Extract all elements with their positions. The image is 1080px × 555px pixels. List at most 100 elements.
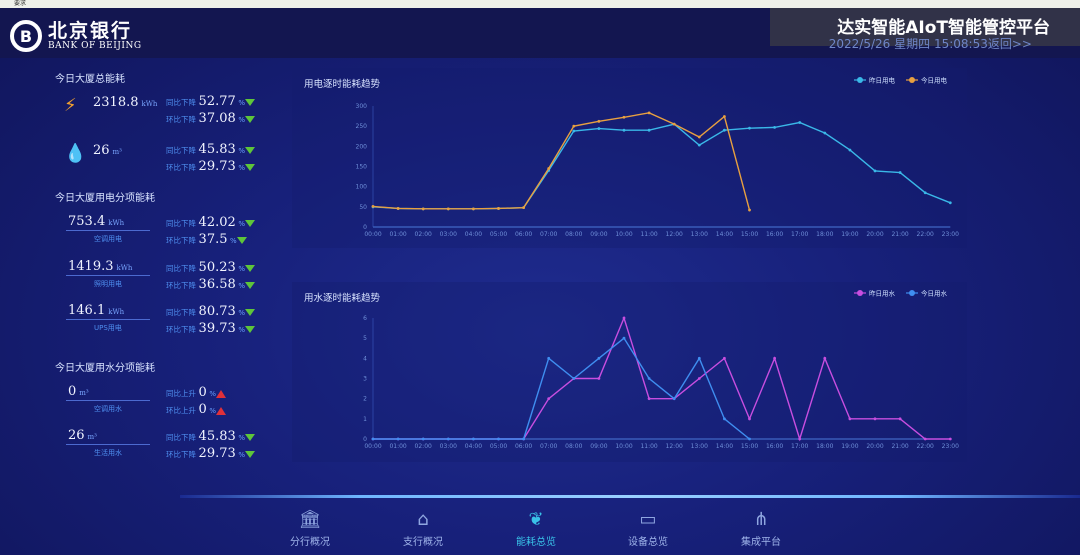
x-tick-label: 01:00	[389, 231, 406, 238]
water-item-name: 空调用水	[66, 400, 150, 414]
x-tick-label: 06:00	[515, 231, 532, 238]
mom-label: 环比下降	[166, 281, 196, 290]
yoy-stat: 同比下降 45.83 %	[166, 142, 255, 157]
x-tick-label: 10:00	[615, 231, 632, 238]
mom-value: 37.5	[198, 232, 228, 247]
back-link[interactable]: 返回>>	[987, 37, 1032, 51]
percent-unit: %	[230, 237, 237, 245]
y-tick-label: 5	[363, 335, 367, 342]
x-tick-label: 16:00	[766, 231, 783, 238]
nav-item-2[interactable]: ❦ 能耗总览	[496, 509, 576, 548]
mom-stat: 环比下降 29.73 %	[166, 159, 255, 174]
x-tick-label: 19:00	[841, 443, 858, 450]
mom-label: 环比下降	[166, 236, 196, 245]
data-point-1	[421, 207, 425, 211]
arrow-down-icon	[244, 147, 255, 154]
electric-item-value: 753.4 kWh	[68, 214, 125, 229]
data-point-1	[446, 207, 450, 211]
nav-label: 设备总览	[628, 537, 668, 548]
legend-marker	[857, 290, 863, 296]
nav-item-4[interactable]: ⋔ 集成平台	[721, 509, 801, 548]
time: 15:08:53	[933, 37, 988, 51]
yoy-label: 同比下降	[166, 308, 196, 317]
mom-label: 环比上升	[166, 406, 196, 415]
percent-unit: %	[209, 390, 217, 398]
mom-label: 环比下降	[166, 325, 196, 334]
x-tick-label: 15:00	[741, 231, 758, 238]
x-tick-label: 01:00	[389, 443, 406, 450]
data-point-0	[748, 417, 751, 421]
series-line-0	[373, 315, 951, 442]
power-chart-title: 用电逐时能耗趋势	[304, 79, 381, 90]
data-point-0	[723, 128, 726, 132]
arrow-up-icon	[216, 389, 227, 398]
mom-stat: 环比下降 39.73 %	[166, 321, 255, 336]
app-title: 达实智能AIoT智能管控平台	[837, 18, 1050, 38]
water-breakdown-title: 今日大厦用水分项能耗	[55, 363, 155, 374]
data-point-0	[898, 417, 902, 421]
nav-item-1[interactable]: ⌂ 支行概况	[383, 509, 463, 548]
percent-unit: %	[238, 282, 245, 290]
yoy-value: 50.23	[198, 260, 236, 275]
data-point-1	[748, 437, 751, 441]
nav-item-0[interactable]: 🏛 分行概况	[270, 509, 350, 548]
electric-item-name: UPS用电	[66, 319, 150, 333]
data-point-1	[572, 124, 576, 128]
arrow-down-icon	[236, 237, 247, 244]
data-point-1	[723, 417, 726, 421]
yoy-label: 同比下降	[166, 433, 196, 442]
x-tick-label: 22:00	[917, 231, 934, 238]
water-chart-title: 用水逐时能耗趋势	[304, 293, 381, 304]
x-tick-label: 06:00	[515, 443, 532, 450]
x-tick-label: 02:00	[415, 443, 432, 450]
electric-item-value: 146.1 kWh	[68, 303, 125, 318]
x-tick-label: 08:00	[565, 231, 582, 238]
data-point-0	[923, 191, 927, 195]
integration-icon: ⋔	[753, 509, 769, 530]
arrow-down-icon	[244, 309, 255, 316]
legend-marker	[909, 290, 915, 296]
y-tick-label: 50	[359, 204, 367, 211]
data-point-0	[823, 356, 827, 360]
x-tick-label: 14:00	[716, 443, 733, 450]
nav-label: 支行概况	[403, 537, 443, 548]
mom-value: 29.73	[198, 446, 236, 461]
nav-label: 分行概况	[290, 537, 330, 548]
x-tick-label: 09:00	[590, 443, 607, 450]
mom-label: 环比下降	[166, 115, 196, 124]
data-point-0	[748, 126, 751, 130]
yoy-value: 0	[198, 385, 207, 400]
data-point-0	[873, 169, 877, 173]
bank-logo-icon: B	[10, 20, 42, 52]
x-tick-label: 07:00	[540, 443, 557, 450]
electric-item-name: 空调用电	[66, 230, 150, 244]
mom-stat: 环比下降 37.5 %	[166, 232, 247, 247]
arrow-down-icon	[244, 220, 255, 227]
data-point-0	[697, 143, 701, 147]
branch-building-icon: ⌂	[417, 509, 429, 530]
x-tick-label: 18:00	[816, 443, 833, 450]
mom-value: 37.08	[198, 111, 236, 126]
data-point-0	[697, 377, 701, 380]
x-tick-label: 20:00	[866, 231, 883, 238]
browser-title-bar: 要求	[0, 0, 1080, 8]
arrow-down-icon	[244, 99, 255, 106]
mom-value: 36.58	[198, 277, 236, 292]
data-point-1	[371, 205, 375, 208]
data-point-1	[497, 437, 500, 441]
yoy-value: 45.83	[198, 142, 236, 157]
y-tick-label: 250	[356, 123, 368, 130]
data-point-1	[697, 135, 701, 139]
yoy-stat: 同比下降 45.83 %	[166, 429, 255, 444]
power-chart-panel	[292, 68, 967, 248]
nav-item-3[interactable]: ▭ 设备总览	[608, 509, 688, 548]
arrow-down-icon	[244, 282, 255, 289]
percent-unit: %	[238, 326, 245, 334]
data-point-1	[522, 206, 525, 210]
x-tick-label: 10:00	[615, 443, 632, 450]
mom-label: 环比下降	[166, 450, 196, 459]
data-point-0	[647, 128, 651, 132]
data-point-1	[421, 437, 425, 441]
logo-text-en: BANK OF BEIJING	[48, 41, 142, 51]
total-energy-title: 今日大厦总能耗	[55, 74, 125, 85]
